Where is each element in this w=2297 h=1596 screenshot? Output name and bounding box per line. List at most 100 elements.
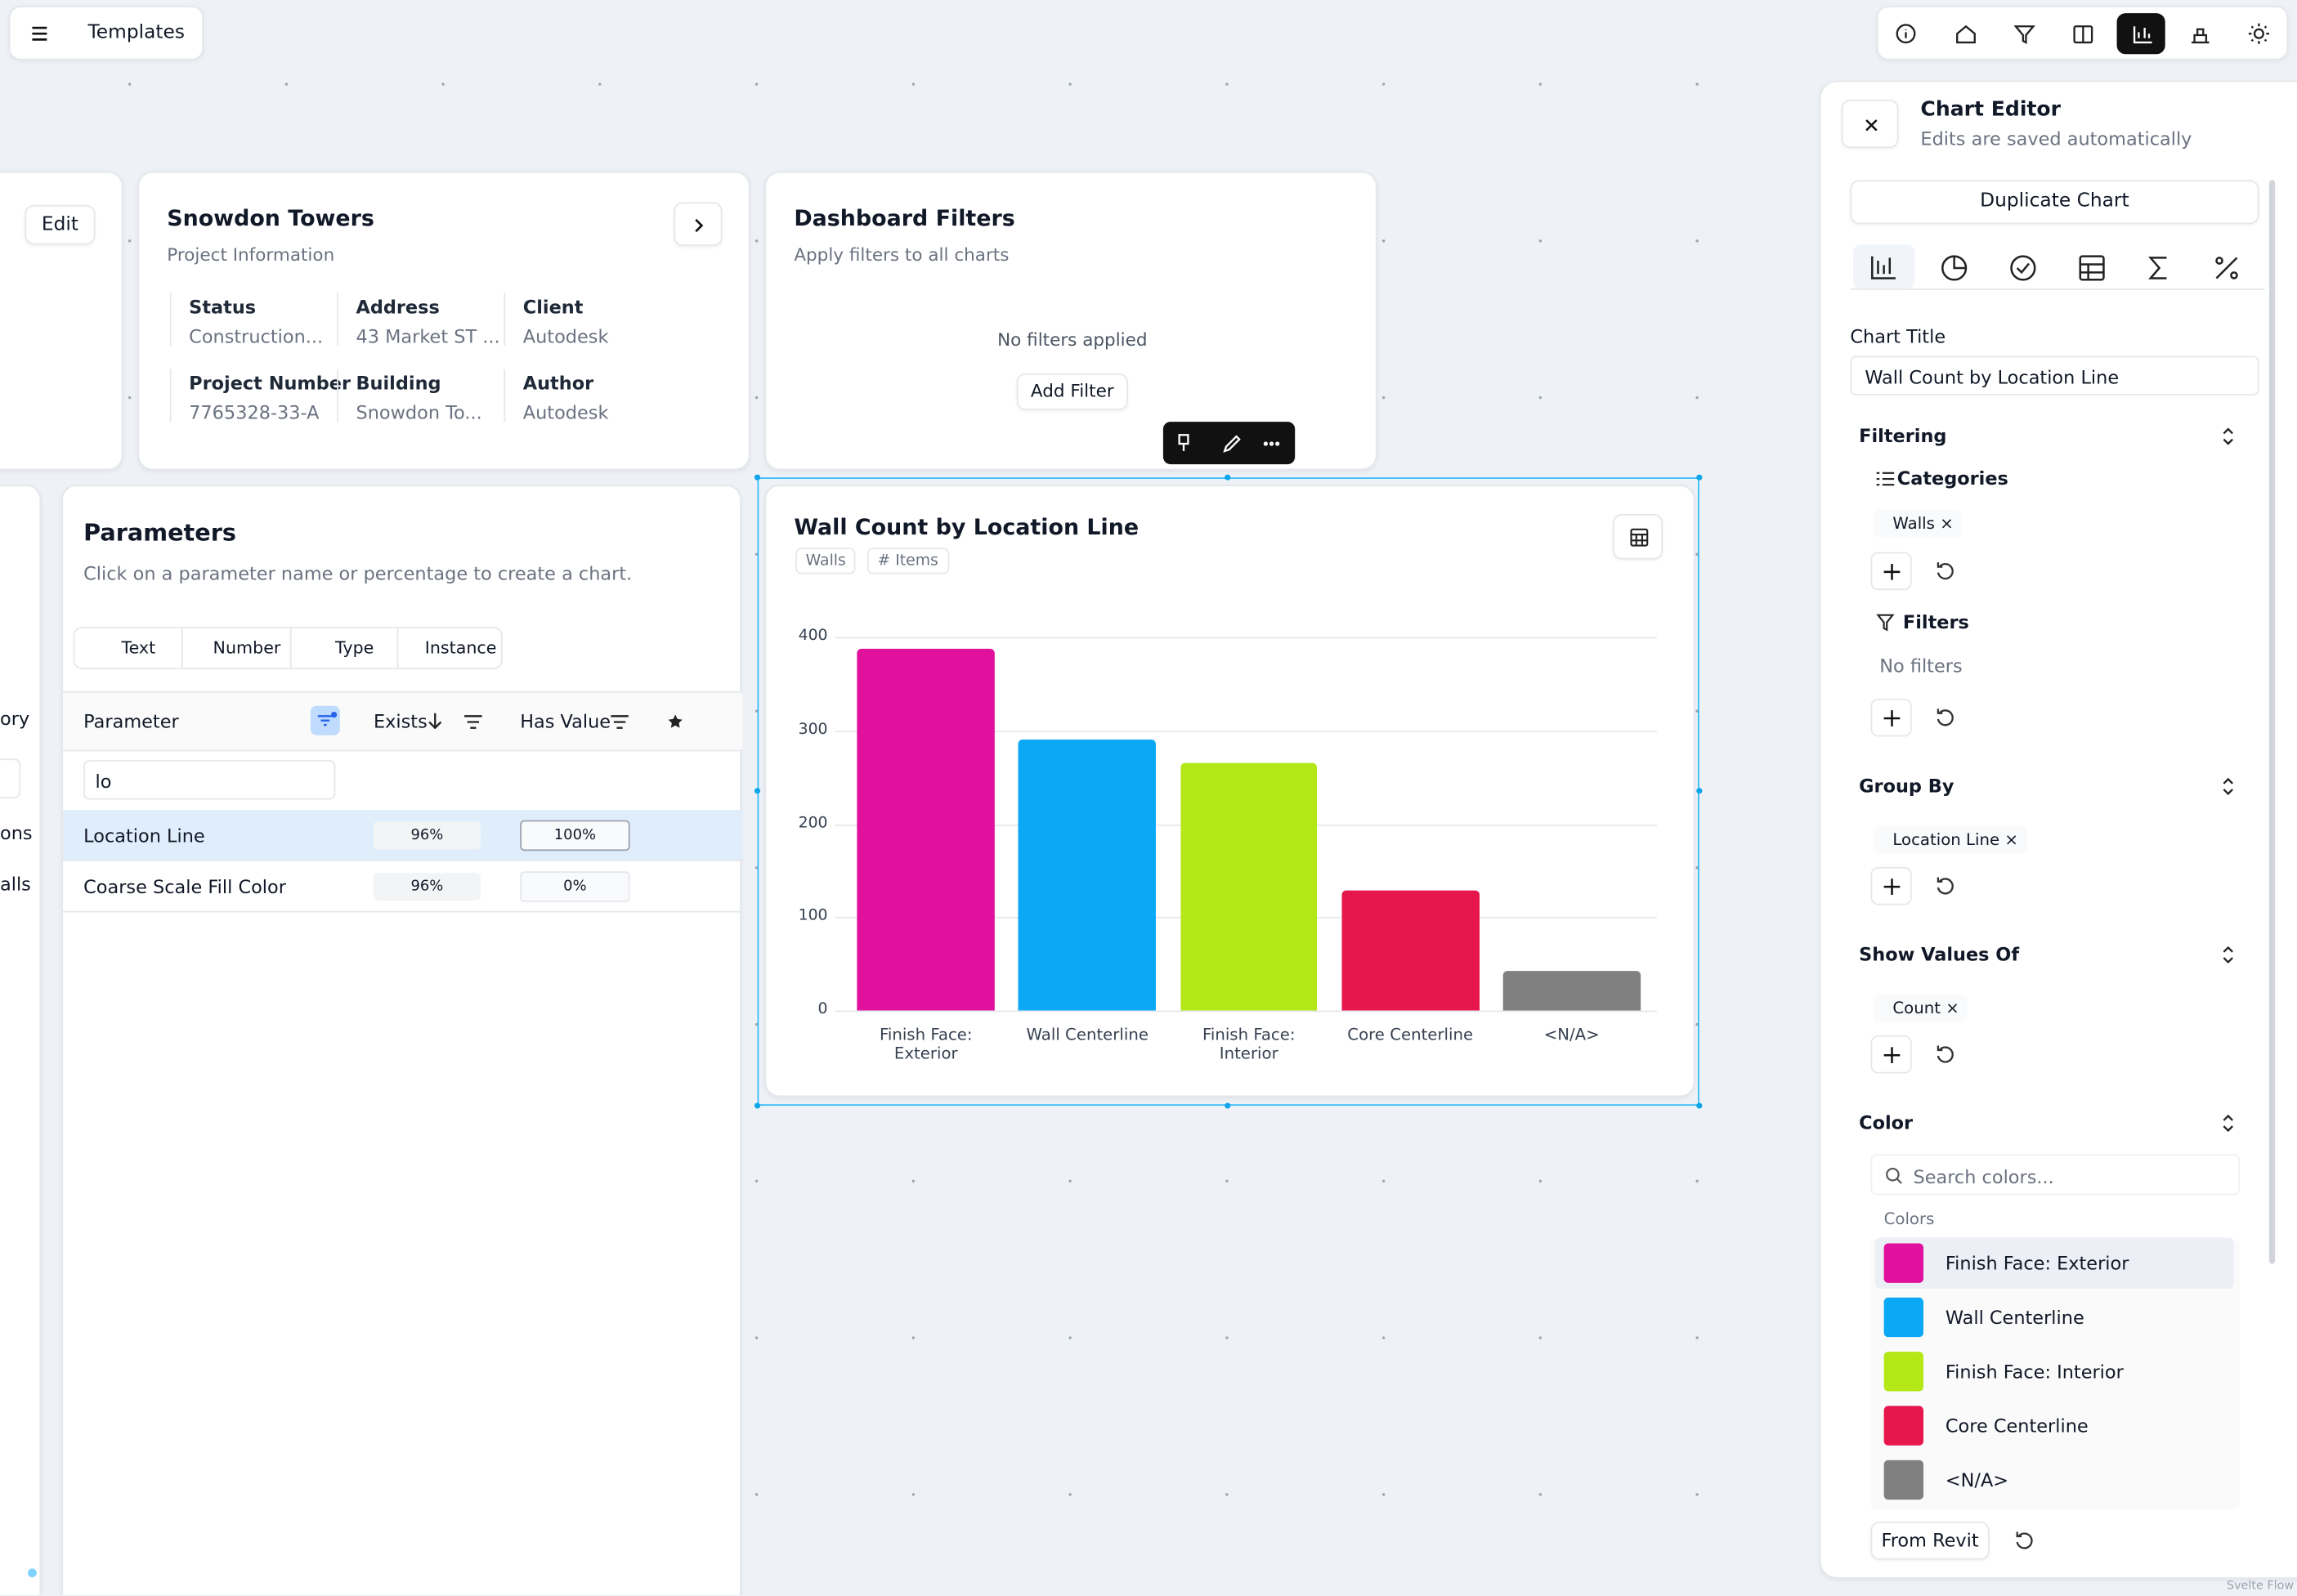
field-label: Status (189, 296, 257, 318)
add-button[interactable] (1870, 1035, 1912, 1074)
edit-button[interactable]: Edit (25, 204, 96, 245)
reset-icon (1937, 1045, 1954, 1063)
parameters-subtitle: Click on a parameter name or percentage … (83, 562, 633, 585)
reset-button[interactable] (2014, 1531, 2035, 1551)
resize-handle[interactable] (1696, 1102, 1703, 1109)
table-view-button[interactable] (1613, 514, 1663, 560)
field-label: Client (522, 296, 584, 318)
tab-group (73, 627, 503, 669)
exists-pill[interactable]: 96% (373, 821, 481, 850)
reset-button[interactable] (1935, 876, 1955, 896)
chevron-icon (695, 218, 704, 233)
show-values-header[interactable]: Show Values Of (1859, 943, 2020, 965)
parameter-name[interactable]: Location Line (83, 824, 205, 847)
side-fragment: ons (0, 821, 33, 844)
categories-label: Categories (1896, 467, 2008, 490)
column-header[interactable]: Parameter (83, 710, 179, 733)
plus-icon (1883, 1047, 1901, 1064)
plus-icon (1883, 878, 1901, 895)
parameters-title: Parameters (83, 518, 236, 547)
app-title: Templates (87, 21, 185, 44)
reset-icon (1937, 562, 1954, 580)
section-chevron[interactable] (2221, 946, 2236, 964)
add-button[interactable] (1870, 866, 1912, 905)
from-revit-button[interactable]: From Revit (1870, 1521, 1990, 1560)
color-item[interactable] (1874, 1237, 2234, 1290)
table-row[interactable] (63, 861, 743, 913)
color-header[interactable]: Color (1859, 1111, 1914, 1134)
filter-icon (317, 711, 338, 726)
colors-label: Colors (1883, 1209, 1935, 1229)
field-value: Construction... (189, 324, 324, 347)
group-by-header[interactable]: Group By (1859, 775, 1954, 797)
chart-title-value: Wall Count by Location Line (1865, 366, 2120, 388)
parameter-tab[interactable]: Instance (396, 628, 503, 668)
filters-subtitle: Apply filters to all charts (794, 244, 1010, 266)
exists-pill[interactable]: 96% (373, 873, 481, 901)
toolbar-icons[interactable] (1896, 23, 2277, 47)
search-input[interactable]: lo (83, 760, 336, 800)
duplicate-button[interactable]: Duplicate Chart (1850, 180, 2259, 225)
resize-handle[interactable] (1225, 1102, 1231, 1109)
add-button[interactable] (1870, 552, 1912, 591)
add-filter-button[interactable]: Add Filter (1016, 373, 1128, 410)
filtering-header[interactable]: Filtering (1859, 424, 1947, 447)
field-divider (504, 293, 506, 346)
color-search[interactable]: Search colors... (1870, 1154, 2241, 1196)
field-value: Snowdon To... (356, 401, 482, 423)
section-chevron[interactable] (2221, 777, 2236, 796)
parameter-tab[interactable]: Type (289, 628, 397, 668)
column-header[interactable]: Exists (373, 710, 428, 733)
header-icons[interactable] (428, 712, 693, 732)
section-chevron[interactable] (2221, 1114, 2236, 1133)
table-header (63, 691, 743, 752)
chart-type-icons[interactable] (1870, 255, 2251, 281)
category-chip: Walls × (1874, 509, 1963, 538)
chart-title-input[interactable]: Wall Count by Location Line (1850, 355, 2259, 396)
field-label: Author (522, 372, 594, 395)
scrollbar (2268, 180, 2276, 1264)
field-label: Building (356, 372, 441, 395)
has-value-pill[interactable]: 100% (520, 820, 630, 852)
field-label: Address (356, 296, 440, 318)
parameter-filter-active[interactable] (310, 705, 340, 735)
chip-text: Location Line (1892, 830, 2000, 850)
parameter-tab[interactable]: Number (181, 628, 290, 668)
resize-handle[interactable] (1225, 474, 1231, 481)
resize-handle[interactable] (754, 474, 761, 481)
field-value: Autodesk (522, 324, 609, 347)
active-tool[interactable] (2116, 13, 2165, 55)
reset-button[interactable] (1935, 561, 1955, 581)
field-divider (337, 369, 338, 422)
menu-icon[interactable] (31, 25, 49, 42)
field-divider (337, 293, 338, 346)
parameter-name[interactable]: Coarse Scale Fill Color (83, 875, 286, 898)
field-label: Project Number (189, 372, 351, 395)
reset-icon (1937, 877, 1954, 895)
resize-handle[interactable] (754, 1102, 761, 1109)
section-chevron[interactable] (2221, 427, 2236, 445)
next-button[interactable] (674, 202, 723, 247)
has-value-pill[interactable]: 0% (520, 871, 630, 902)
color-item[interactable] (1875, 1455, 2234, 1506)
toolbar (1876, 6, 2289, 60)
column-header[interactable]: Has Value (520, 710, 611, 733)
reset-button[interactable] (1935, 708, 1955, 728)
add-button[interactable] (1870, 698, 1912, 737)
color-name: <N/A> (1945, 1469, 2009, 1491)
editor-subtitle: Edits are saved automatically (1920, 127, 2192, 150)
node-toolbar-icons[interactable] (1178, 433, 1287, 454)
close-button[interactable] (1841, 99, 1899, 149)
resize-handle[interactable] (754, 788, 761, 794)
color-swatch (1883, 1297, 1924, 1338)
show-values-chip: Count × (1874, 994, 1968, 1022)
resize-handle[interactable] (1696, 788, 1703, 794)
chart-editor: Chart Editor Edits are saved automatical… (1819, 80, 2297, 1579)
parameter-tab[interactable]: Text (121, 637, 156, 658)
resize-handle[interactable] (1696, 474, 1703, 481)
partial-card: Edit (0, 171, 123, 471)
reset-button[interactable] (1935, 1044, 1955, 1065)
color-name: Finish Face: Exterior (1945, 1252, 2129, 1275)
